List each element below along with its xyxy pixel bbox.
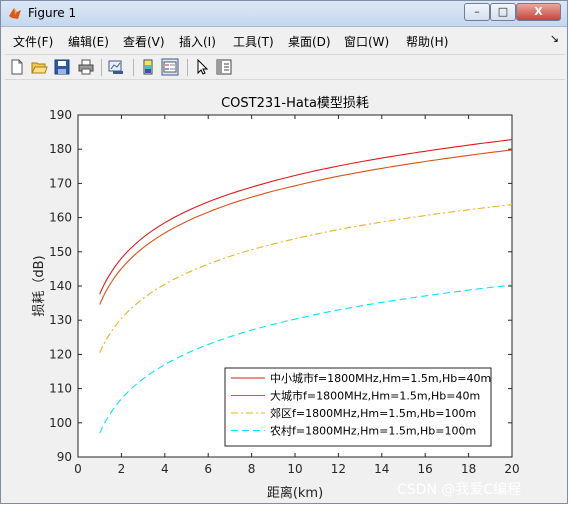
menu-edit[interactable]: 编辑(E) [68,35,109,49]
title-bar[interactable]: Figure 1 – □ X [1,1,567,27]
toolbar-separator [101,59,102,76]
x-tick-label: 2 [118,462,126,476]
legend-icon[interactable] [161,58,179,76]
y-tick-label: 140 [49,279,72,293]
x-tick-label: 14 [374,462,389,476]
chart-svg: COST231-Hata模型损耗 0 2 4 6 8 10 12 14 16 18 20 90 100 1… [32,96,520,501]
menu-help[interactable]: 帮助(H) [406,35,449,49]
menu-tools[interactable]: 工具(T) [233,35,274,49]
y-tick-label: 110 [49,382,72,396]
legend-entry-2: 大城市f=1800MHz,Hm=1.5m,Hb=40m [270,389,480,403]
y-tick-label: 160 [49,211,72,225]
y-tick-label: 180 [49,142,72,156]
legend-box [224,367,492,447]
legend-entry-3: 郊区f=1800MHz,Hm=1.5m,Hb=100m [270,407,476,420]
menu-desktop[interactable]: 桌面(D) [288,35,331,49]
x-tick-label: 16 [418,462,433,476]
legend-entry-4: 农村f=1800MHz,Hm=1.5m,Hb=100m [270,424,476,438]
y-axis-label: 损耗（dB) [32,255,47,316]
open-file-icon[interactable] [30,58,48,76]
save-icon[interactable] [53,58,71,76]
menu-overflow-arrow-icon[interactable]: ↘ [549,32,559,45]
menu-file[interactable]: 文件(F) [13,35,54,49]
pointer-icon[interactable] [193,58,211,76]
series-line-4 [99,284,513,434]
x-tick-label: 12 [331,462,346,476]
menu-view[interactable]: 查看(V) [123,35,165,49]
x-tick-label: 18 [461,462,476,476]
x-tick-label: 10 [287,462,302,476]
y-tick-label: 150 [49,245,72,259]
window-title: Figure 1 [28,6,77,20]
y-tick-label: 170 [49,176,72,190]
toolbar-separator [133,59,134,76]
minimize-button[interactable]: – [464,3,490,21]
matlab-logo-icon [9,8,21,19]
watermark-text: CSDN @我爱C编程 [397,482,522,498]
x-tick-label: 20 [504,462,519,476]
menu-insert[interactable]: 插入(I) [179,35,216,49]
series-group [99,139,513,434]
figure-canvas: COST231-Hata模型损耗 0 2 4 6 8 10 12 14 16 18 20 90 100 1… [5,83,565,501]
chart-title: COST231-Hata模型损耗 [221,96,369,111]
y-tick-label: 130 [49,313,72,327]
colorbar-icon[interactable] [139,58,157,76]
x-tick-label: 6 [204,462,212,476]
menu-bar: 文件(F) 编辑(E) 查看(V) 插入(I) 工具(T) 桌面(D) 窗口(W… [5,30,565,51]
x-tick-label: 8 [248,462,256,476]
series-line-3 [99,204,513,353]
menu-window[interactable]: 窗口(W) [344,35,390,49]
axes: 0 2 4 6 8 10 12 14 16 18 20 90 100 110 120 130 140 150 160… [49,108,520,476]
series-line-2 [99,149,513,305]
y-tick-label: 120 [49,347,72,361]
x-tick-label: 4 [161,462,169,476]
x-axis-label: 距离(km) [267,485,323,501]
new-figure-icon[interactable] [8,58,26,76]
x-tick-label: 0 [74,462,82,476]
print-icon[interactable] [77,58,95,76]
legend[interactable]: 中小城市f=1800MHz,Hm=1.5m,Hb=40m 大城市f=1800MHz… [224,367,492,447]
series-line-1 [99,139,513,295]
toolbar [5,54,565,80]
y-tick-label: 190 [49,108,72,122]
maximize-button[interactable]: □ [490,3,516,21]
link-plot-icon[interactable] [107,58,125,76]
y-tick-label: 100 [49,416,72,430]
close-button[interactable]: X [516,3,561,21]
y-tick-label: 90 [57,450,72,464]
legend-entry-1: 中小城市f=1800MHz,Hm=1.5m,Hb=40m [270,371,491,385]
toolbar-separator [187,59,188,76]
property-editor-icon[interactable] [215,58,233,76]
